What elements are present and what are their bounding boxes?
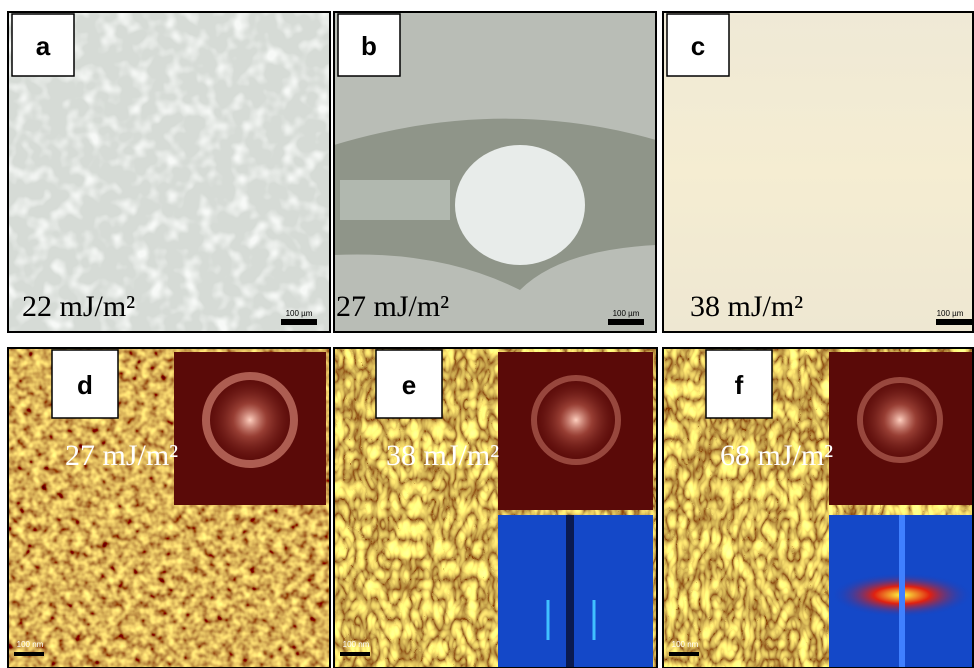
scale-bar-label: 100 nm (343, 640, 370, 649)
energy-label: 22 mJ/m² (22, 290, 135, 323)
beamstop (566, 515, 574, 668)
beamstop (899, 515, 905, 668)
scale-bar (936, 319, 972, 325)
fft-glow (854, 374, 946, 466)
panel-label: c (691, 31, 705, 61)
panel-b: b 27 mJ/m² 100 µm (334, 12, 656, 332)
streak (340, 180, 450, 220)
scale-bar-label: 100 µm (286, 309, 313, 318)
panel-e: e 38 mJ/m² 100 nm (334, 348, 657, 668)
energy-label: 38 mJ/m² (386, 439, 499, 472)
droplet (455, 145, 585, 265)
fft-glow (530, 374, 622, 466)
scale-bar (340, 652, 370, 656)
saxs-inset (498, 515, 653, 668)
scale-bar-label: 100 µm (937, 309, 964, 318)
energy-label: 38 mJ/m² (690, 290, 803, 323)
energy-label: 68 mJ/m² (720, 439, 833, 472)
panel-label: d (77, 370, 93, 400)
scale-bar-label: 100 nm (672, 640, 699, 649)
panel-label: f (735, 370, 744, 400)
scale-bar-label: 100 µm (613, 309, 640, 318)
energy-label: 27 mJ/m² (65, 439, 178, 472)
panel-label: e (402, 370, 416, 400)
scale-bar (14, 652, 44, 656)
scale-bar (608, 319, 644, 325)
energy-label: 27 mJ/m² (336, 290, 449, 323)
scale-bar-label: 100 nm (17, 640, 44, 649)
panel-label: b (361, 31, 377, 61)
scale-bar (281, 319, 317, 325)
panel-c: c 38 mJ/m² 100 µm (663, 12, 974, 332)
figure: a 22 mJ/m² 100 µm b 27 mJ/m² 100 µm c 38… (0, 0, 974, 668)
panel-a: a 22 mJ/m² 100 µm (8, 12, 330, 332)
panel-f: f 68 mJ/m² 100 nm (663, 348, 974, 668)
scale-bar (669, 652, 699, 656)
page: a 22 mJ/m² 100 µm b 27 mJ/m² 100 µm c 38… (0, 0, 974, 668)
panel-label: a (36, 31, 51, 61)
panel-d: d 27 mJ/m² 100 nm (8, 348, 330, 668)
